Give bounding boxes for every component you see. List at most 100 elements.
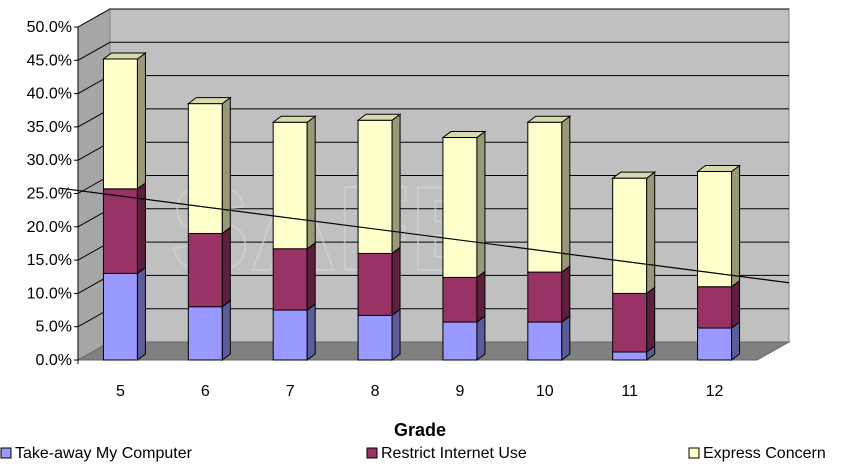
legend-item: Take-away My Computer <box>0 445 193 462</box>
bar-front <box>697 171 733 288</box>
x-tick-label: 5 <box>116 383 125 400</box>
bar-front <box>187 103 223 234</box>
y-tick-label: 15.0% <box>27 252 72 269</box>
bar-front <box>357 252 393 316</box>
bar-side <box>306 241 316 312</box>
bar-segment <box>356 113 402 255</box>
bar-side <box>731 164 741 288</box>
y-tick-label: 0.0% <box>36 352 72 369</box>
bar-side <box>306 303 316 361</box>
y-tick-label: 50.0% <box>27 19 72 36</box>
bar-segment <box>611 171 657 295</box>
bar-front <box>442 276 478 323</box>
bar-side <box>561 115 571 274</box>
bar-front <box>612 177 648 294</box>
x-tick-label: 8 <box>371 383 380 400</box>
bar-front <box>272 248 308 311</box>
bar-segment <box>272 241 316 312</box>
bar-segment <box>527 265 571 324</box>
legend-label: Express Concern <box>703 445 826 462</box>
gridline <box>77 8 789 28</box>
legend-label: Take-away My Computer <box>15 445 193 462</box>
bar-front <box>357 314 393 361</box>
bar-segment <box>442 315 486 361</box>
y-tick-label: 25.0% <box>27 186 72 203</box>
bar-front <box>187 232 223 308</box>
legend-label: Restrict Internet Use <box>381 445 527 462</box>
bar-segment <box>272 303 316 361</box>
bar-top <box>611 171 657 179</box>
bar-front <box>187 306 223 361</box>
x-tick-label: 9 <box>455 383 464 400</box>
bar-side <box>136 51 146 190</box>
bar-segment <box>187 226 231 308</box>
bar-top <box>101 52 147 60</box>
bar-segment <box>697 279 741 330</box>
bar-side <box>221 96 231 235</box>
legend-swatch <box>366 447 378 459</box>
y-tick-label: 10.0% <box>27 285 72 302</box>
bar-front <box>102 58 138 190</box>
x-tick-label: 12 <box>706 383 724 400</box>
trendline-group <box>59 187 790 284</box>
bar-front <box>612 292 648 353</box>
x-tick-label: 10 <box>536 383 554 400</box>
legend-item: Express Concern <box>688 445 826 462</box>
y-tick-label: 30.0% <box>27 152 72 169</box>
bar-segment <box>102 266 146 361</box>
bar-side <box>476 270 486 324</box>
bar-front <box>442 321 478 361</box>
bar-top <box>526 115 572 123</box>
legend: Take-away My Computer Restrict Internet U… <box>0 445 826 462</box>
bar-front <box>272 309 308 361</box>
bar-top <box>696 165 742 173</box>
bar-segment <box>696 164 742 288</box>
bar-segment <box>527 315 571 361</box>
y-tick-label: 45.0% <box>27 52 72 69</box>
bar-segment <box>357 246 401 317</box>
bar-segment <box>526 115 572 274</box>
bar-front <box>527 321 563 361</box>
bar-front <box>612 351 648 361</box>
bar-segment <box>357 308 401 361</box>
legend-swatch <box>0 447 12 459</box>
bar-side <box>561 315 571 361</box>
y-tick-label: 20.0% <box>27 219 72 236</box>
bar-segment <box>697 321 741 361</box>
bar-side <box>476 315 486 361</box>
bar-side <box>136 181 146 275</box>
x-tick-label: 7 <box>286 383 295 400</box>
bar-front <box>272 121 308 250</box>
bar-front <box>357 119 393 254</box>
bar-segment <box>186 96 232 235</box>
bar-top <box>271 115 317 123</box>
bars <box>101 51 742 361</box>
x-tick-labels: 5 6 7 8 9 10 11 12 <box>116 383 724 400</box>
bar-segment <box>442 270 486 324</box>
bar-front <box>697 327 733 361</box>
bar-top <box>356 113 402 121</box>
y-tick-labels: 0.0% 5.0% 10.0% 15.0% 20.0% 25.0% 30.0% 35.0% 40… <box>27 19 72 369</box>
bar-side <box>391 246 401 317</box>
bar-side <box>476 130 486 279</box>
y-tick-label: 35.0% <box>27 119 72 136</box>
bar-top <box>441 131 487 139</box>
bar-side <box>221 226 231 308</box>
legend-swatch <box>688 447 700 459</box>
bar-segment <box>271 115 317 250</box>
y-tick-label: 5.0% <box>36 319 72 336</box>
floor <box>76 341 791 361</box>
bar-front <box>102 272 138 361</box>
bar-front <box>102 188 138 274</box>
bar-segment <box>102 181 146 275</box>
bar-segment <box>612 286 656 354</box>
axes <box>74 26 79 364</box>
bar-top <box>186 97 232 105</box>
bar-side <box>391 308 401 361</box>
trendline <box>59 187 790 284</box>
bar-segment <box>101 51 147 190</box>
bar-segment <box>441 130 487 279</box>
bar-side <box>136 266 146 361</box>
x-tick-label: 6 <box>201 383 210 400</box>
